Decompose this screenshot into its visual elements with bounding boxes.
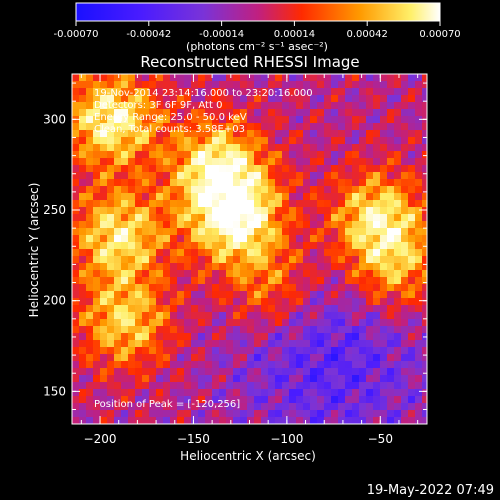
x-axis-title: Heliocentric X (arcsec)	[180, 449, 316, 463]
colorbar-tick-label: -0.00042	[126, 29, 171, 40]
x-tick-label: −200	[84, 432, 117, 446]
y-tick-label: 200	[43, 294, 66, 308]
reconstructed-image	[72, 74, 427, 424]
colorbar-units-label: (photons cm⁻² s⁻¹ asec⁻²)	[186, 40, 328, 53]
y-axis-title: Heliocentric Y (arcsec)	[27, 183, 41, 318]
footer-timestamp: 19-May-2022 07:49	[367, 483, 494, 498]
x-tick-label: −50	[368, 432, 393, 446]
colorbar-tick-marks	[75, 21, 441, 26]
info-line-total-counts: Clean, Total counts: 3.58E+03	[94, 124, 245, 135]
colorbar-tick-label: 0.00042	[347, 29, 388, 40]
image-pixel-grid	[72, 74, 427, 424]
image-title: Reconstructed RHESSI Image	[140, 53, 359, 71]
y-axis-ticks: 150 200 250 300	[43, 82, 427, 410]
y-tick-label: 300	[43, 112, 66, 126]
y-tick-label: 150	[43, 384, 66, 398]
x-axis-ticks: −200 −150 −100 −50	[80, 74, 419, 446]
info-line-detectors: Detectors: 3F 6F 9F, Att 0	[94, 100, 222, 111]
colorbar-tick-label: -0.00070	[54, 29, 99, 40]
x-tick-label: −100	[270, 432, 303, 446]
info-line-energy-range: Energy Range: 25.0 - 50.0 keV	[94, 112, 247, 123]
colorbar-tick-label: 0.00014	[274, 29, 315, 40]
peak-position-label: Position of Peak = [-120,256]	[94, 399, 240, 410]
colorbar	[75, 2, 441, 22]
colorbar-tick-labels: -0.00070 -0.00042 -0.00014 0.00014 0.00042 0.…	[54, 29, 461, 40]
x-tick-label: −150	[177, 432, 210, 446]
info-line-time-range: 19-Nov-2014 23:14:16.000 to 23:20:16.000	[94, 88, 313, 99]
colorbar-tick-label: 0.00070	[419, 29, 460, 40]
colorbar-tick-label: -0.00014	[199, 29, 244, 40]
y-tick-label: 250	[43, 203, 66, 217]
